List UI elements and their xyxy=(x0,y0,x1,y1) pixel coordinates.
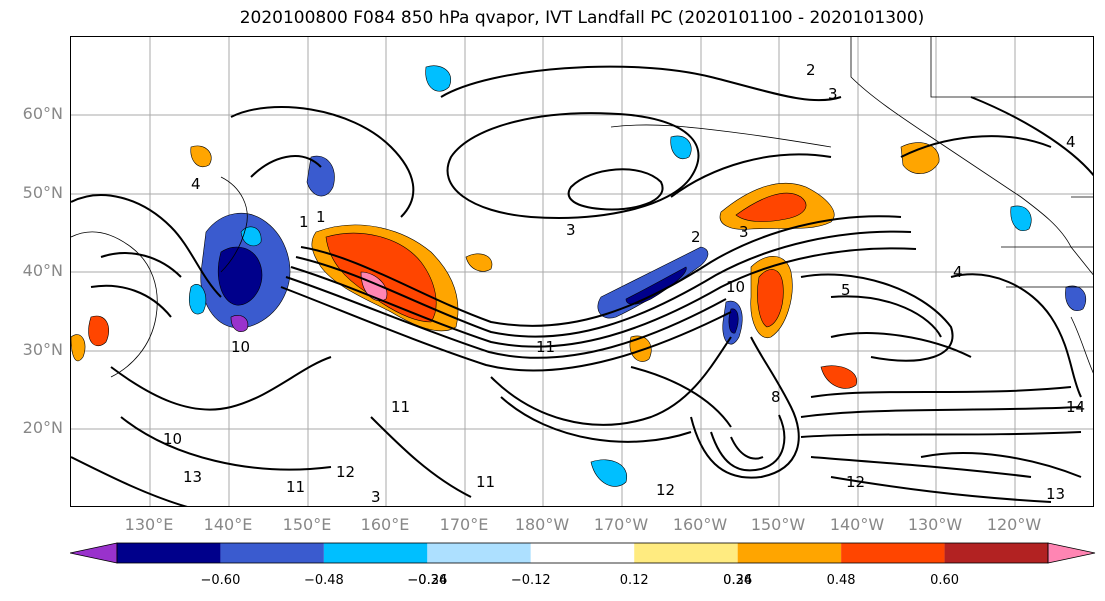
colorbar-segments xyxy=(70,542,1096,564)
contour-label: 12 xyxy=(336,463,355,481)
contour-label: 5 xyxy=(841,281,851,299)
contour-label: 1 xyxy=(316,208,326,226)
colorbar-segment xyxy=(737,543,842,563)
lon-label: 170°E xyxy=(439,515,489,534)
colorbar-segment xyxy=(634,543,738,563)
colorbar-extend-min xyxy=(70,542,118,564)
lon-label: 130°E xyxy=(124,515,174,534)
colorbar-segment xyxy=(530,543,635,563)
lon-label: 120°W xyxy=(986,515,1042,534)
contour-label: 2 xyxy=(806,61,816,79)
contour-label: 14 xyxy=(1066,398,1085,416)
contour-label: 3 xyxy=(371,488,381,506)
colorbar-segment xyxy=(944,543,1048,563)
contour-label: 10 xyxy=(231,338,250,356)
contour-label: 8 xyxy=(771,388,781,406)
colorbar-segment xyxy=(427,543,531,563)
colorbar-segment xyxy=(220,543,324,563)
lon-label: 140°E xyxy=(203,515,253,534)
lon-label: 160°E xyxy=(360,515,410,534)
colorbar-tick-label: −0.12 xyxy=(510,573,551,588)
contour-label: 4 xyxy=(953,263,963,281)
contour-label-group: 2 3 4 4 1 3 3 2 4 5 10 11 11 10 10 13 11… xyxy=(163,61,1085,506)
qvapor-fill-regions xyxy=(71,65,1087,487)
lon-label: 150°W xyxy=(750,515,806,534)
map-plot-area: 2 3 4 4 1 3 3 2 4 5 10 11 11 10 10 13 11… xyxy=(70,36,1094,507)
contour-label: 11 xyxy=(391,398,410,416)
coastlines xyxy=(71,37,1093,378)
contour-label: 13 xyxy=(1046,485,1065,503)
contour-label: 12 xyxy=(846,473,865,491)
colorbar-segment xyxy=(323,543,428,563)
map-canvas: 2 3 4 4 1 3 3 2 4 5 10 11 11 10 10 13 11… xyxy=(71,37,1093,506)
contour-label: 2 xyxy=(691,228,701,246)
lat-label: 30°N xyxy=(22,340,63,359)
ivt-contours xyxy=(71,65,1093,506)
lat-label: 20°N xyxy=(22,418,63,437)
colorbar-tick-label: −0.60 xyxy=(200,573,241,588)
colorbar-tick-label: 0.12 xyxy=(619,573,649,588)
contour-label: 4 xyxy=(191,175,201,193)
lon-label: 150°E xyxy=(282,515,332,534)
colorbar-outline xyxy=(116,542,1049,564)
colorbar-extend-max xyxy=(1047,542,1096,564)
colorbar-tick-label: 0.60 xyxy=(930,573,960,588)
colorbar xyxy=(70,542,1096,564)
contour-label: 12 xyxy=(656,481,675,499)
contour-label: 11 xyxy=(536,338,555,356)
colorbar-tick-label: −0.48 xyxy=(303,573,344,588)
lat-label: 40°N xyxy=(22,261,63,280)
lon-label: 140°W xyxy=(829,515,885,534)
contour-label: 13 xyxy=(183,468,202,486)
contour-label: 3 xyxy=(739,223,749,241)
colorbar-tick-label: 0.36 xyxy=(723,573,753,588)
lon-label: 180°W xyxy=(514,515,570,534)
lon-label: 160°W xyxy=(672,515,728,534)
lat-label: 60°N xyxy=(22,104,63,123)
colorbar-tick-label: −0.24 xyxy=(407,573,448,588)
lon-label: 170°W xyxy=(593,515,649,534)
lon-label: 130°W xyxy=(907,515,963,534)
colorbar-tick-label: 0.24 xyxy=(723,573,753,588)
lat-label: 50°N xyxy=(22,183,63,202)
contour-label: 11 xyxy=(286,478,305,496)
contour-label: 3 xyxy=(566,221,576,239)
colorbar-segment xyxy=(117,543,221,563)
contour-label: 10 xyxy=(726,278,745,296)
contour-label: 10 xyxy=(163,430,182,448)
contour-label: 1 xyxy=(299,213,309,231)
contour-label: 3 xyxy=(828,85,838,103)
contour-label: 4 xyxy=(1066,133,1076,151)
contour-label: 11 xyxy=(476,473,495,491)
chart-title: 2020100800 F084 850 hPa qvapor, IVT Land… xyxy=(239,8,925,28)
colorbar-tick-label: 0.48 xyxy=(826,573,856,588)
colorbar-tick-label: −0.36 xyxy=(407,573,448,588)
colorbar-segment xyxy=(841,543,945,563)
